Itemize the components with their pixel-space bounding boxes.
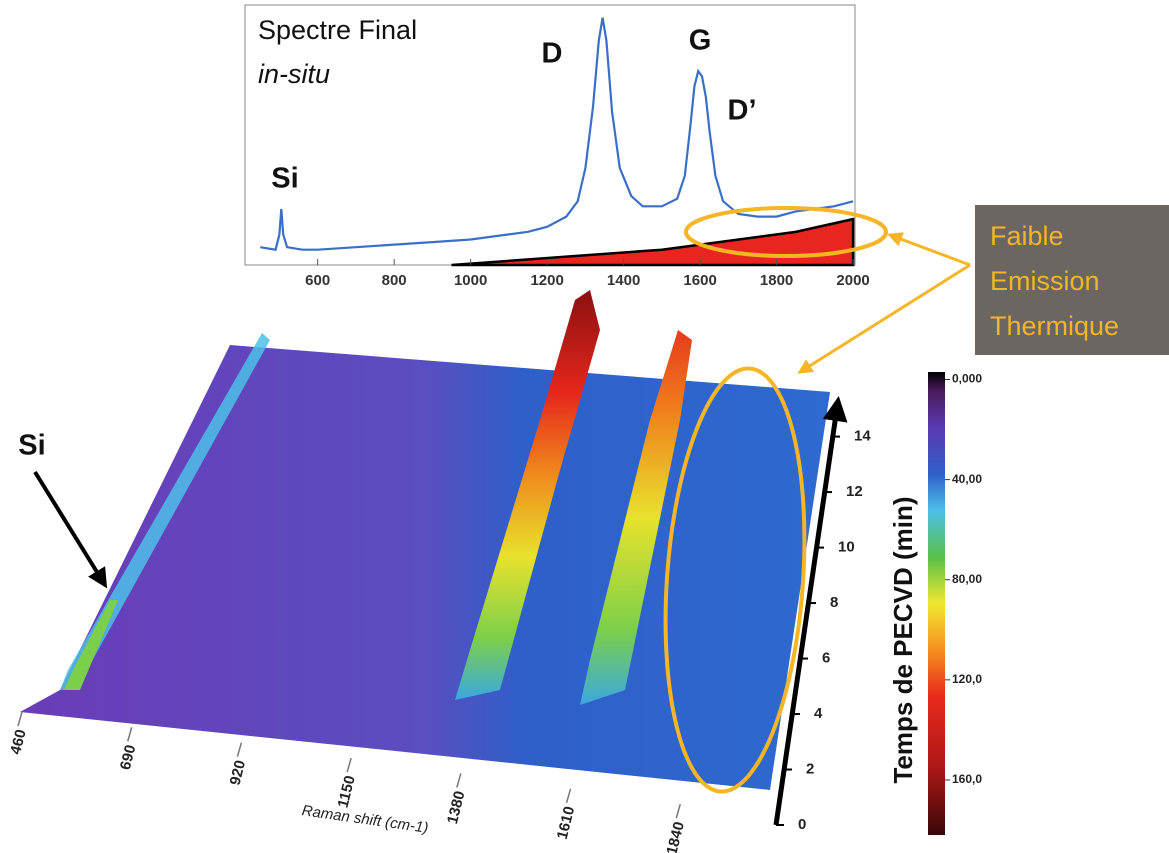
y-tick-label: 2 [806,760,814,777]
time-axis [773,396,848,826]
peak-label: D [542,38,563,70]
x-tick-label: 460 [7,728,30,756]
y-tick-label: 6 [822,650,830,667]
peak-label: G [689,25,712,57]
g-ridge [580,330,692,705]
callout-box [975,205,1169,355]
colorbar-tick-label: 120,0 [952,672,982,686]
colorbar [928,372,945,835]
x-tick [236,742,243,757]
highlight-ellipse [684,206,888,258]
x-tick [456,773,462,788]
y-tick-label: 10 [838,539,855,556]
peak-label: D’ [728,95,757,127]
x-tick-label: 1150 [334,774,358,810]
si-arrow [33,470,108,589]
callout-arrow [887,232,971,267]
colorbar-tick-label: 80,00 [952,572,982,586]
y-tick-label: 14 [854,428,871,445]
x-tick-label: 1840 [663,820,688,853]
inset-title: Spectre Final [258,15,417,45]
x-tick-label: 1400 [607,272,640,289]
x-tick-label: 1000 [454,272,487,289]
x-tick-label: 920 [227,759,250,787]
x-tick-label: 1610 [554,805,579,841]
callout-text: Emission [990,266,1100,296]
y-axis-label: Temps de PECVD (min) [888,496,918,783]
x-tick-label: 2000 [836,272,869,289]
inset-subtitle: in-situ [258,59,330,89]
callout-text: Thermique [990,311,1119,341]
x-tick-label: 800 [382,272,407,289]
surface [20,290,830,790]
x-tick-label: 600 [305,272,330,289]
y-tick-label: 0 [798,816,806,833]
x-tick-label: 690 [117,743,140,771]
y-tick-label: 8 [830,594,838,611]
y-tick-label: 12 [846,483,863,500]
highlight-ellipse [663,366,807,794]
d-ridge [455,290,600,700]
callout-text: Faible [990,221,1064,251]
callout-arrow [797,263,971,374]
colorbar-tick-label: 0,000 [952,372,982,386]
colorbar-tick-label: 40,00 [952,472,982,486]
x-tick-label: 1200 [530,272,563,289]
si-ridge-base [64,600,118,690]
inset-frame [244,4,856,266]
x-tick [126,727,133,742]
x-tick [346,757,352,773]
x-tick-label: 1380 [444,789,469,825]
surface-floor [20,345,830,790]
x-tick [17,711,23,727]
x-axis-label: Raman shift (cm-1) [301,802,430,837]
x-tick-label: 1600 [683,272,716,289]
si-label: Si [18,430,45,462]
x-tick [565,788,572,804]
peak-label: Si [271,163,298,195]
x-tick-label: 1800 [760,272,793,289]
y-tick-label: 4 [814,705,823,722]
colorbar-tick-label: 160,0 [952,772,982,786]
spectrum-line [260,17,854,251]
x-tick [675,803,681,819]
